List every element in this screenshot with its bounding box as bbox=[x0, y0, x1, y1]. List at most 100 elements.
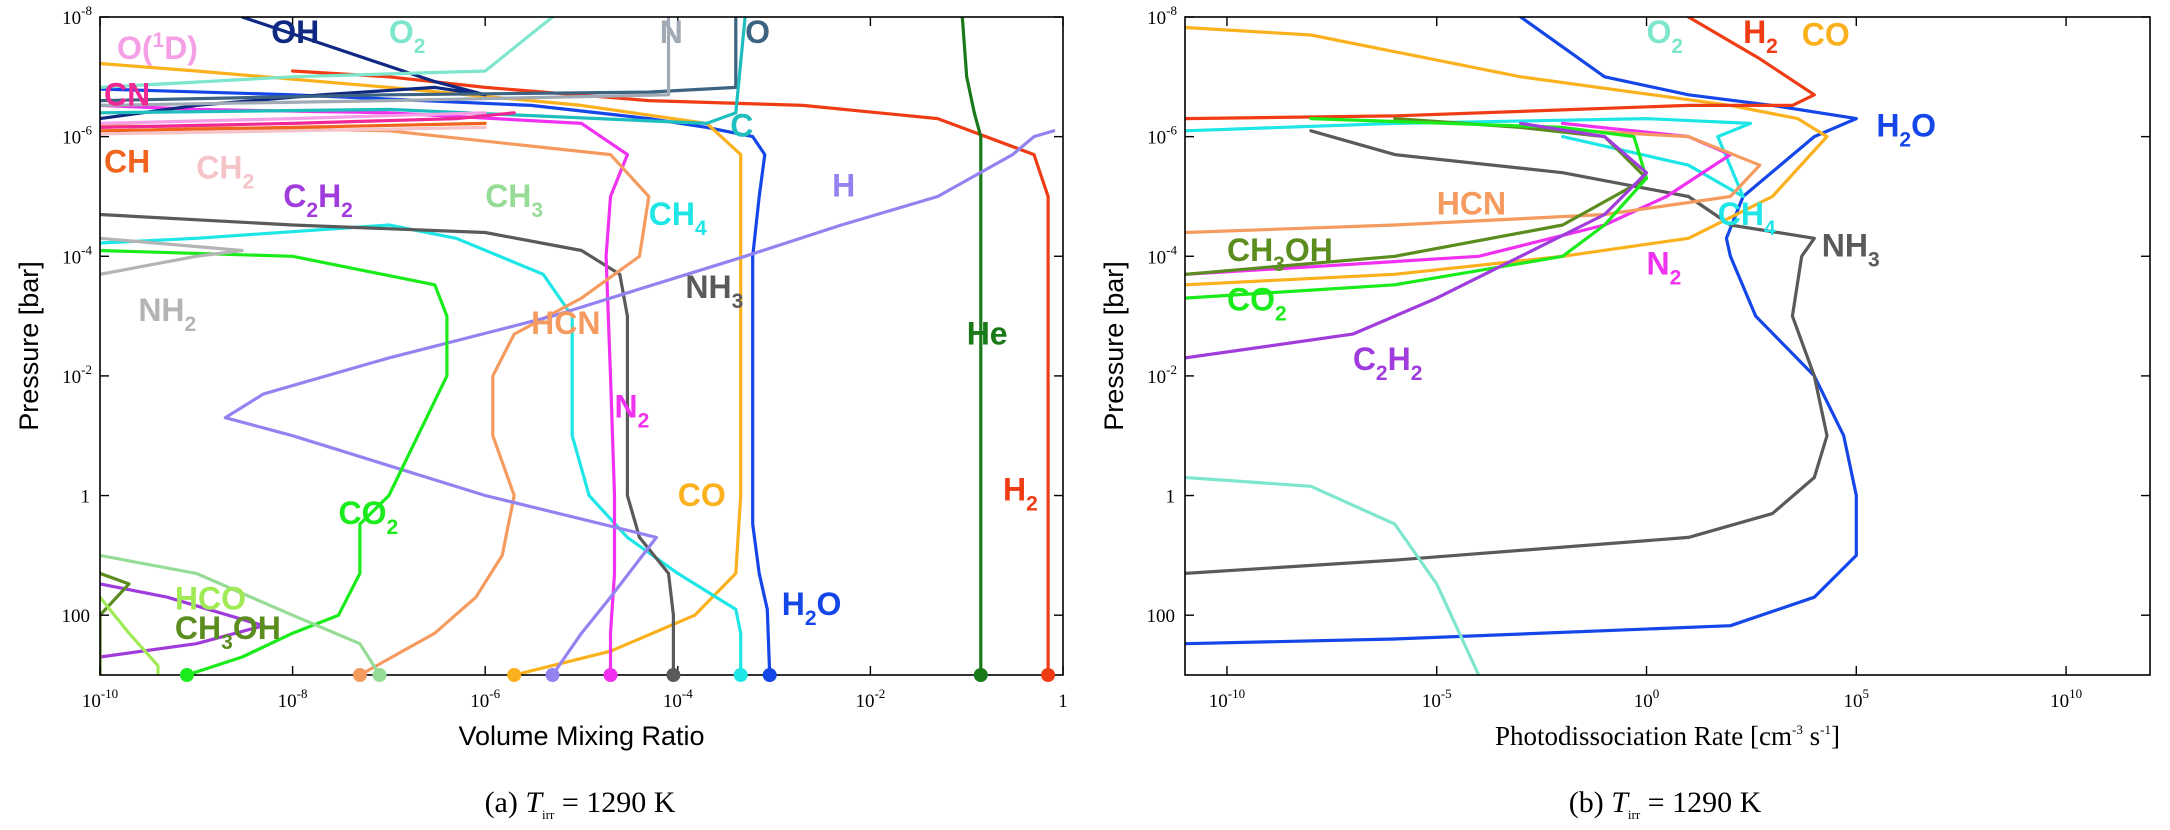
series-label-o(1d): O(1D) bbox=[117, 29, 198, 66]
series-line-hcn bbox=[100, 123, 651, 675]
y-tick-label: 10-8 bbox=[62, 3, 92, 29]
series-label-ch2: CH2 bbox=[196, 149, 254, 193]
y-axis-label: Pressure [bar] bbox=[14, 261, 44, 431]
series-label-hcn: HCN bbox=[1437, 185, 1506, 221]
series-lines bbox=[1185, 17, 1858, 675]
y-tick-label: 1 bbox=[81, 487, 91, 508]
boundary-marker-ch3 bbox=[372, 668, 387, 682]
x-tick-label: 100 bbox=[1634, 686, 1660, 712]
boundary-marker-h2 bbox=[1041, 668, 1056, 682]
x-tick-label: 10-2 bbox=[855, 686, 885, 712]
series-line-ch3oh bbox=[100, 571, 131, 675]
series-label-h: H bbox=[832, 167, 855, 203]
series-line-n bbox=[100, 17, 671, 108]
series-line-o bbox=[100, 17, 738, 103]
boundary-marker-h bbox=[545, 668, 560, 682]
y-tick-label: 1 bbox=[1166, 487, 1176, 508]
series-line-ch3 bbox=[100, 553, 382, 675]
y-tick-label: 100 bbox=[62, 606, 91, 627]
series-label-o2: O2 bbox=[389, 14, 426, 58]
x-tick-label: 10-6 bbox=[470, 686, 500, 712]
series-label-o2: O2 bbox=[1647, 14, 1684, 58]
series-label-cn: CN bbox=[104, 76, 150, 112]
series-label-ch3: CH3 bbox=[485, 178, 543, 222]
series-line-o2 bbox=[1185, 475, 1481, 675]
boundary-marker-he bbox=[973, 668, 988, 682]
series-label-n: N bbox=[660, 14, 683, 50]
series-line-hco bbox=[100, 595, 160, 675]
series-label-o: O bbox=[745, 14, 770, 50]
series-line-co2 bbox=[1185, 116, 1649, 300]
series-label-co: CO bbox=[678, 477, 726, 513]
y-tick-label: 10-4 bbox=[62, 242, 92, 268]
plot-frame bbox=[99, 16, 1064, 676]
series-line-n2 bbox=[100, 103, 630, 675]
y-tick-label: 10-2 bbox=[62, 362, 92, 388]
series-line-ch bbox=[100, 121, 487, 133]
series-label-ch3oh: CH3OH bbox=[175, 610, 281, 654]
series-line-h bbox=[223, 129, 1056, 675]
y-tick-label: 10-2 bbox=[1147, 362, 1177, 388]
series-line-h2o bbox=[1185, 17, 1858, 646]
series-label-ch: CH bbox=[104, 144, 150, 180]
series-label-nh3: NH3 bbox=[1822, 227, 1880, 271]
boundary-marker-ch4 bbox=[733, 668, 748, 682]
boundary-marker-co2 bbox=[179, 668, 194, 682]
panel-caption: (b) Tirr = 1290 K bbox=[1569, 786, 1762, 822]
series-line-hcn bbox=[1185, 125, 1762, 235]
panel-caption: (a) Tirr = 1290 K bbox=[485, 786, 676, 822]
panel-a-chart: 10-10 10-8 10-6 10-4 10-2 1 10-8 10-6 10-4 10-2 1 1… bbox=[14, 3, 1068, 822]
series-line-h2o bbox=[100, 87, 772, 675]
x-tick-label: 10-10 bbox=[82, 686, 118, 712]
series-label-co2: CO2 bbox=[1227, 281, 1287, 325]
series-line-c bbox=[100, 17, 747, 126]
x-tick-label: 105 bbox=[1844, 686, 1870, 712]
series-label-oh: OH bbox=[271, 14, 319, 50]
series-label-co2: CO2 bbox=[339, 495, 399, 539]
series-label-n2: N2 bbox=[614, 389, 649, 433]
series-label-c2h2: C2H2 bbox=[1353, 341, 1423, 385]
series-label-c2h2: C2H2 bbox=[283, 178, 353, 222]
panel-b-chart: 10-10 10-5 100 105 1010 10-8 10-6 10-4 10-2 1 100 P… bbox=[1099, 3, 2151, 822]
series-line-co2 bbox=[100, 248, 449, 675]
series-line-he bbox=[960, 17, 983, 675]
x-axis-label: Volume Mixing Ratio bbox=[458, 721, 704, 751]
y-tick-label: 100 bbox=[1147, 606, 1176, 627]
series-label-hcn: HCN bbox=[531, 305, 600, 341]
y-tick-label: 10-6 bbox=[62, 123, 92, 149]
series-line-cn bbox=[100, 111, 516, 130]
series-label-h2: H2 bbox=[1003, 471, 1038, 515]
series-lines bbox=[100, 17, 1056, 675]
y-tick-label: 10-4 bbox=[1147, 242, 1177, 268]
series-label-h2o: H2O bbox=[1876, 108, 1936, 152]
series-label-ch3oh: CH3OH bbox=[1227, 232, 1333, 276]
series-line-o2 bbox=[100, 17, 555, 90]
series-line-o(1d) bbox=[100, 111, 487, 126]
boundary-marker-n2 bbox=[603, 668, 618, 682]
series-label-hco: HCO bbox=[175, 580, 246, 616]
series-line-nh3 bbox=[1185, 129, 1829, 576]
x-tick-label: 10-8 bbox=[278, 686, 308, 712]
x-tick-label: 1 bbox=[1058, 691, 1068, 712]
series-line-nh2 bbox=[100, 236, 244, 276]
x-tick-label: 10-4 bbox=[663, 686, 693, 712]
series-label-co: CO bbox=[1802, 17, 1850, 53]
x-axis-label: Photodissociation Rate [cm-3 s-1] bbox=[1495, 721, 1840, 751]
boundary-marker-h2o bbox=[762, 668, 777, 682]
x-tick-label: 1010 bbox=[2050, 686, 2082, 712]
series-label-h2: H2 bbox=[1743, 14, 1778, 58]
series-label-nh2: NH2 bbox=[138, 292, 196, 336]
y-tick-label: 10-8 bbox=[1147, 3, 1177, 29]
y-tick-label: 10-6 bbox=[1147, 123, 1177, 149]
series-label-h2o: H2O bbox=[782, 586, 842, 630]
series-line-h2 bbox=[1185, 17, 1816, 121]
series-label-c: C bbox=[730, 108, 753, 144]
series-line-co bbox=[100, 61, 743, 675]
series-label-he: He bbox=[967, 316, 1008, 352]
series-line-ch2 bbox=[100, 125, 487, 136]
series-line-c2h2 bbox=[100, 582, 266, 659]
series-label-n2: N2 bbox=[1647, 245, 1682, 289]
boundary-marker-nh3 bbox=[666, 668, 681, 682]
plot-frame bbox=[1184, 16, 2151, 676]
